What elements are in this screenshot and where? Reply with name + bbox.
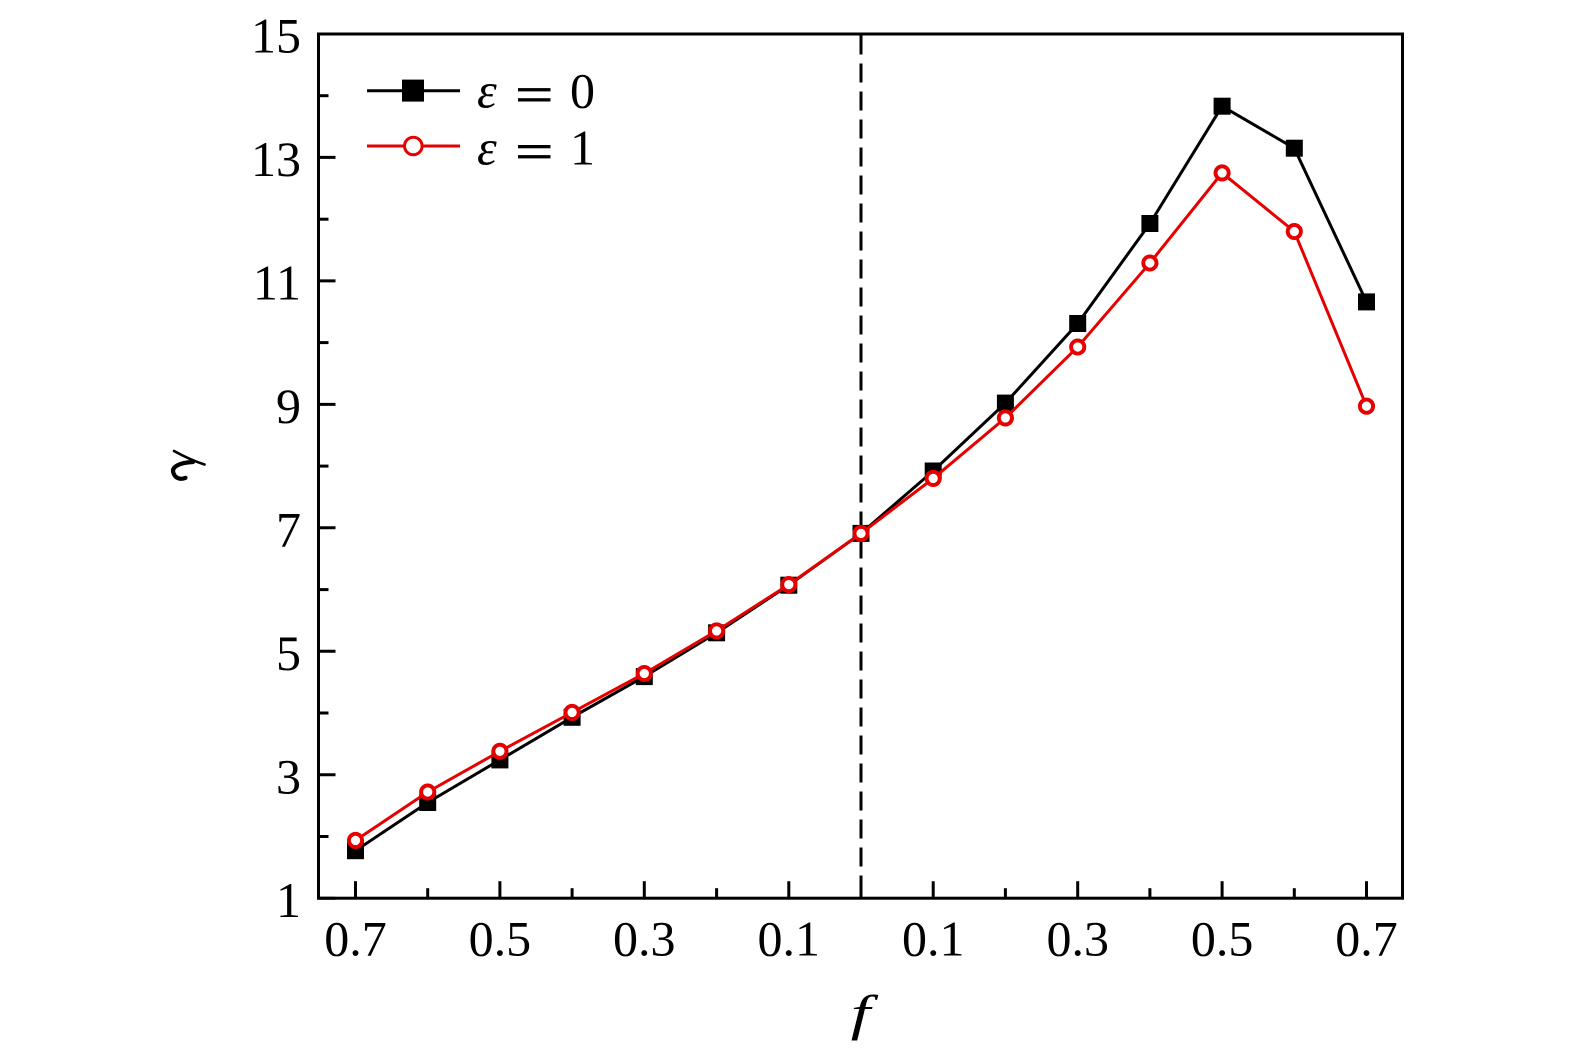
svg-text:0.7: 0.7: [324, 911, 387, 967]
svg-text:7: 7: [276, 501, 301, 557]
svg-text:13: 13: [251, 131, 301, 187]
svg-text:1: 1: [570, 119, 595, 175]
svg-text:ε: ε: [477, 119, 497, 175]
svg-text:0.1: 0.1: [758, 911, 821, 967]
svg-text:0.5: 0.5: [1191, 911, 1254, 967]
svg-text:ε: ε: [477, 63, 497, 119]
svg-text:15: 15: [251, 8, 301, 64]
svg-text:0.7: 0.7: [1335, 911, 1398, 967]
svg-text:1: 1: [276, 872, 301, 928]
svg-text:0.3: 0.3: [613, 911, 676, 967]
svg-text:0.5: 0.5: [469, 911, 532, 967]
svg-text:0.3: 0.3: [1046, 911, 1109, 967]
svg-text:3: 3: [276, 748, 301, 804]
svg-text:11: 11: [253, 255, 301, 311]
svg-text:0: 0: [570, 63, 595, 119]
svg-text:5: 5: [276, 625, 301, 681]
svg-text:9: 9: [276, 378, 301, 434]
svg-text:0.1: 0.1: [902, 911, 965, 967]
